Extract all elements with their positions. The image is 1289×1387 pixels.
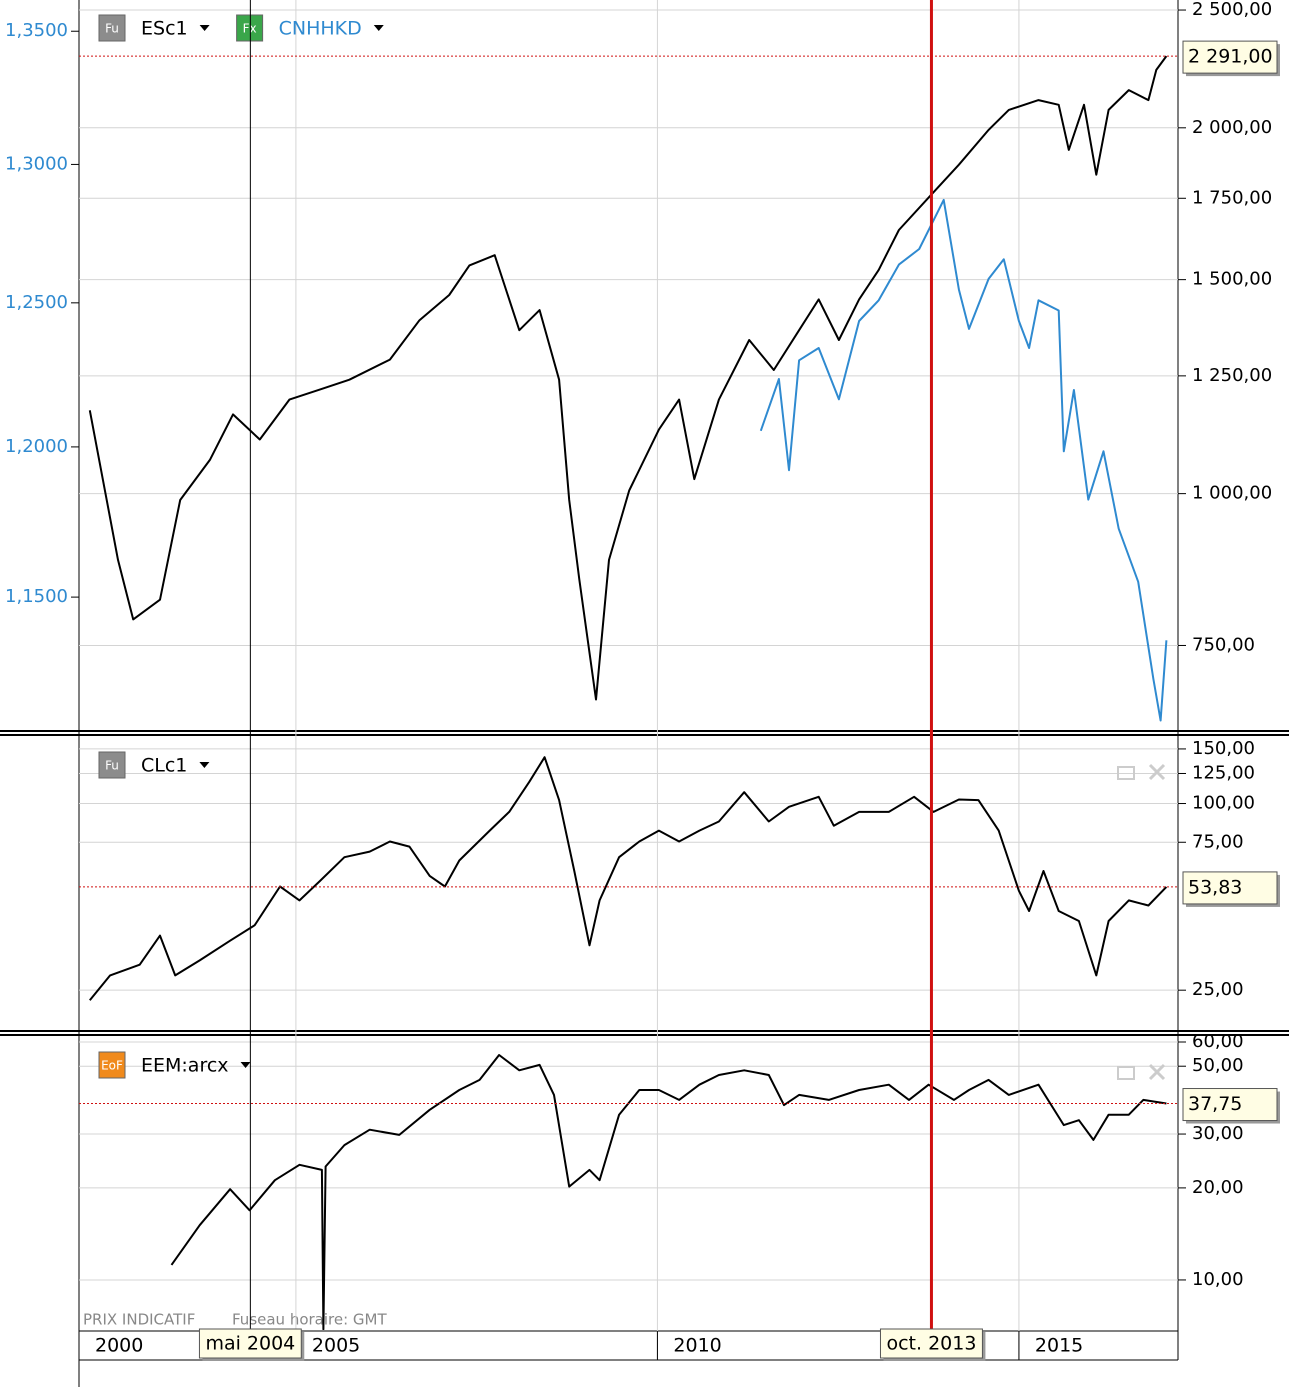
y-tick-label: 125,00	[1192, 762, 1255, 783]
last-value-bg	[1182, 871, 1278, 905]
last-value-label: 37,75	[1188, 1093, 1242, 1115]
y-tick-label: 10,00	[1192, 1269, 1244, 1290]
last-value-bg	[1182, 40, 1278, 74]
legend-name: CNHHKD	[279, 18, 362, 40]
last-value-box: 37,75	[1182, 1088, 1280, 1124]
legend-badge	[98, 14, 126, 42]
y-tick-label: 1 000,00	[1192, 483, 1272, 504]
marker-label-bg	[879, 1328, 983, 1359]
legend-dropdown	[373, 25, 384, 31]
marker-label-box: oct. 2013	[879, 1328, 986, 1361]
window-icon	[1117, 1066, 1135, 1080]
y2-tick-label: 1,3500	[5, 20, 68, 41]
cursor-label-box: mai 2004	[198, 1328, 305, 1361]
cursor-label: mai 2004	[205, 1333, 295, 1355]
close-icon	[1148, 1063, 1166, 1081]
x-tick-label: 2010	[673, 1335, 721, 1357]
legend-badge	[98, 1051, 126, 1079]
series-line	[759, 198, 1168, 722]
y-tick-label: 750,00	[1192, 634, 1255, 655]
y-tick-label: 100,00	[1192, 793, 1255, 814]
legend-name: CLc1	[141, 755, 187, 777]
footer-note: PRIX INDICATIF	[83, 1311, 195, 1329]
y-tick-label: 30,00	[1192, 1123, 1244, 1144]
last-value-bg	[1182, 1088, 1278, 1122]
y-tick-label: 20,00	[1192, 1177, 1244, 1198]
legend-badge-text: Fx	[243, 22, 257, 36]
footer-timezone: Fuseau horaire: GMT	[232, 1311, 387, 1329]
legend-dropdown	[199, 25, 210, 31]
series-line	[89, 756, 1168, 1001]
legend-badge-text: Fu	[105, 759, 119, 773]
legend-badge-text: Fu	[105, 22, 119, 36]
legend-badge	[236, 14, 264, 42]
series-line	[88, 55, 1168, 701]
y-tick-label: 25,00	[1192, 979, 1244, 1000]
marker-label: oct. 2013	[886, 1333, 976, 1355]
legend-name: EEM:arcx	[141, 1055, 229, 1077]
x-tick-label: 2000	[95, 1335, 143, 1357]
last-value-label: 53,83	[1188, 876, 1242, 898]
y2-tick-label: 1,2500	[5, 292, 68, 313]
x-tick-label: 2015	[1035, 1335, 1083, 1357]
y-tick-label: 50,00	[1192, 1055, 1244, 1076]
y-tick-label: 2 000,00	[1192, 117, 1272, 138]
legend-badge-text: EoF	[101, 1059, 123, 1073]
legend-dropdown	[199, 762, 210, 768]
y-tick-label: 1 500,00	[1192, 269, 1272, 290]
close-icon	[1148, 763, 1166, 781]
x-tick-label: 2005	[312, 1335, 360, 1357]
y-tick-label: 1 250,00	[1192, 365, 1272, 386]
window-icon	[1117, 766, 1135, 780]
cursor-label-bg	[198, 1328, 302, 1359]
last-value-box: 2 291,00	[1182, 40, 1280, 77]
y-tick-label: 1 750,00	[1192, 187, 1272, 208]
last-value-label: 2 291,00	[1188, 46, 1273, 68]
y2-tick-label: 1,1500	[5, 586, 68, 607]
series-line	[170, 1054, 1167, 1330]
y-tick-label: 75,00	[1192, 831, 1244, 852]
y-tick-label: 150,00	[1192, 738, 1255, 759]
y2-tick-label: 1,2000	[5, 436, 68, 457]
legend-name: ESc1	[141, 18, 188, 40]
last-value-box: 53,83	[1182, 871, 1280, 907]
legend-dropdown	[240, 1062, 251, 1068]
y-tick-label: 60,00	[1192, 1031, 1244, 1052]
legend-badge	[98, 751, 126, 779]
y-tick-label: 2 500,00	[1192, 0, 1272, 20]
y2-tick-label: 1,3000	[5, 153, 68, 174]
